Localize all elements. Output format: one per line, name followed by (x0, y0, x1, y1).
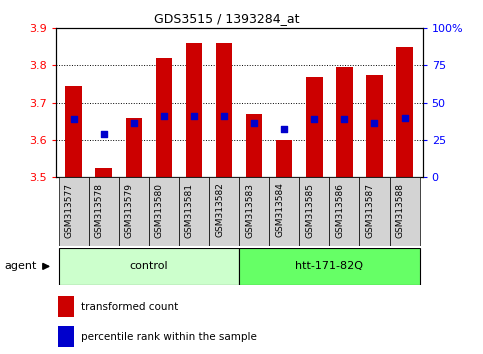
Text: GSM313579: GSM313579 (125, 183, 134, 238)
Bar (58, 248, 239, 285)
Text: htt-171-82Q: htt-171-82Q (295, 261, 363, 272)
Text: GSM313588: GSM313588 (396, 183, 405, 238)
Text: GSM313587: GSM313587 (366, 183, 374, 238)
Bar (89, 177, 119, 246)
Bar (58, 296, 73, 317)
Text: GSM313583: GSM313583 (245, 183, 254, 238)
Bar (246, 114, 262, 177)
Point (160, 113, 168, 119)
Bar (58, 177, 89, 246)
Text: GSM313584: GSM313584 (275, 183, 284, 238)
Text: GSM313581: GSM313581 (185, 183, 194, 238)
Bar (96, 168, 112, 177)
Bar (306, 76, 323, 177)
Text: GSM313586: GSM313586 (335, 183, 344, 238)
Bar (366, 75, 383, 177)
Bar (179, 177, 209, 246)
Text: GSM313580: GSM313580 (155, 183, 164, 238)
Point (401, 115, 409, 120)
Bar (58, 326, 73, 348)
Bar (396, 47, 413, 177)
Text: control: control (129, 261, 168, 272)
Text: GSM313585: GSM313585 (305, 183, 314, 238)
Point (370, 120, 378, 126)
Bar (65, 86, 82, 177)
Text: GSM313577: GSM313577 (65, 183, 73, 238)
Bar (119, 177, 149, 246)
Point (100, 131, 108, 137)
Text: transformed count: transformed count (81, 302, 179, 312)
Point (190, 113, 198, 119)
Bar (276, 140, 293, 177)
Bar (156, 58, 172, 177)
Point (70, 116, 77, 122)
Bar (209, 177, 239, 246)
Text: percentile rank within the sample: percentile rank within the sample (81, 332, 257, 342)
Bar (149, 177, 179, 246)
Bar (336, 67, 353, 177)
Text: GSM313578: GSM313578 (95, 183, 104, 238)
Point (311, 116, 318, 122)
Text: GDS3515 / 1393284_at: GDS3515 / 1393284_at (154, 12, 300, 25)
Point (250, 120, 258, 126)
Point (341, 116, 348, 122)
Point (220, 113, 228, 119)
Point (130, 120, 138, 126)
Bar (389, 177, 420, 246)
Bar (185, 43, 202, 177)
Bar (126, 118, 142, 177)
Bar (359, 177, 389, 246)
Bar (269, 177, 299, 246)
Bar (299, 177, 329, 246)
Bar (239, 248, 420, 285)
Bar (239, 177, 269, 246)
Bar (216, 43, 232, 177)
Point (280, 126, 288, 131)
Text: GSM313582: GSM313582 (215, 183, 224, 238)
Text: agent: agent (5, 261, 37, 272)
Bar (329, 177, 359, 246)
